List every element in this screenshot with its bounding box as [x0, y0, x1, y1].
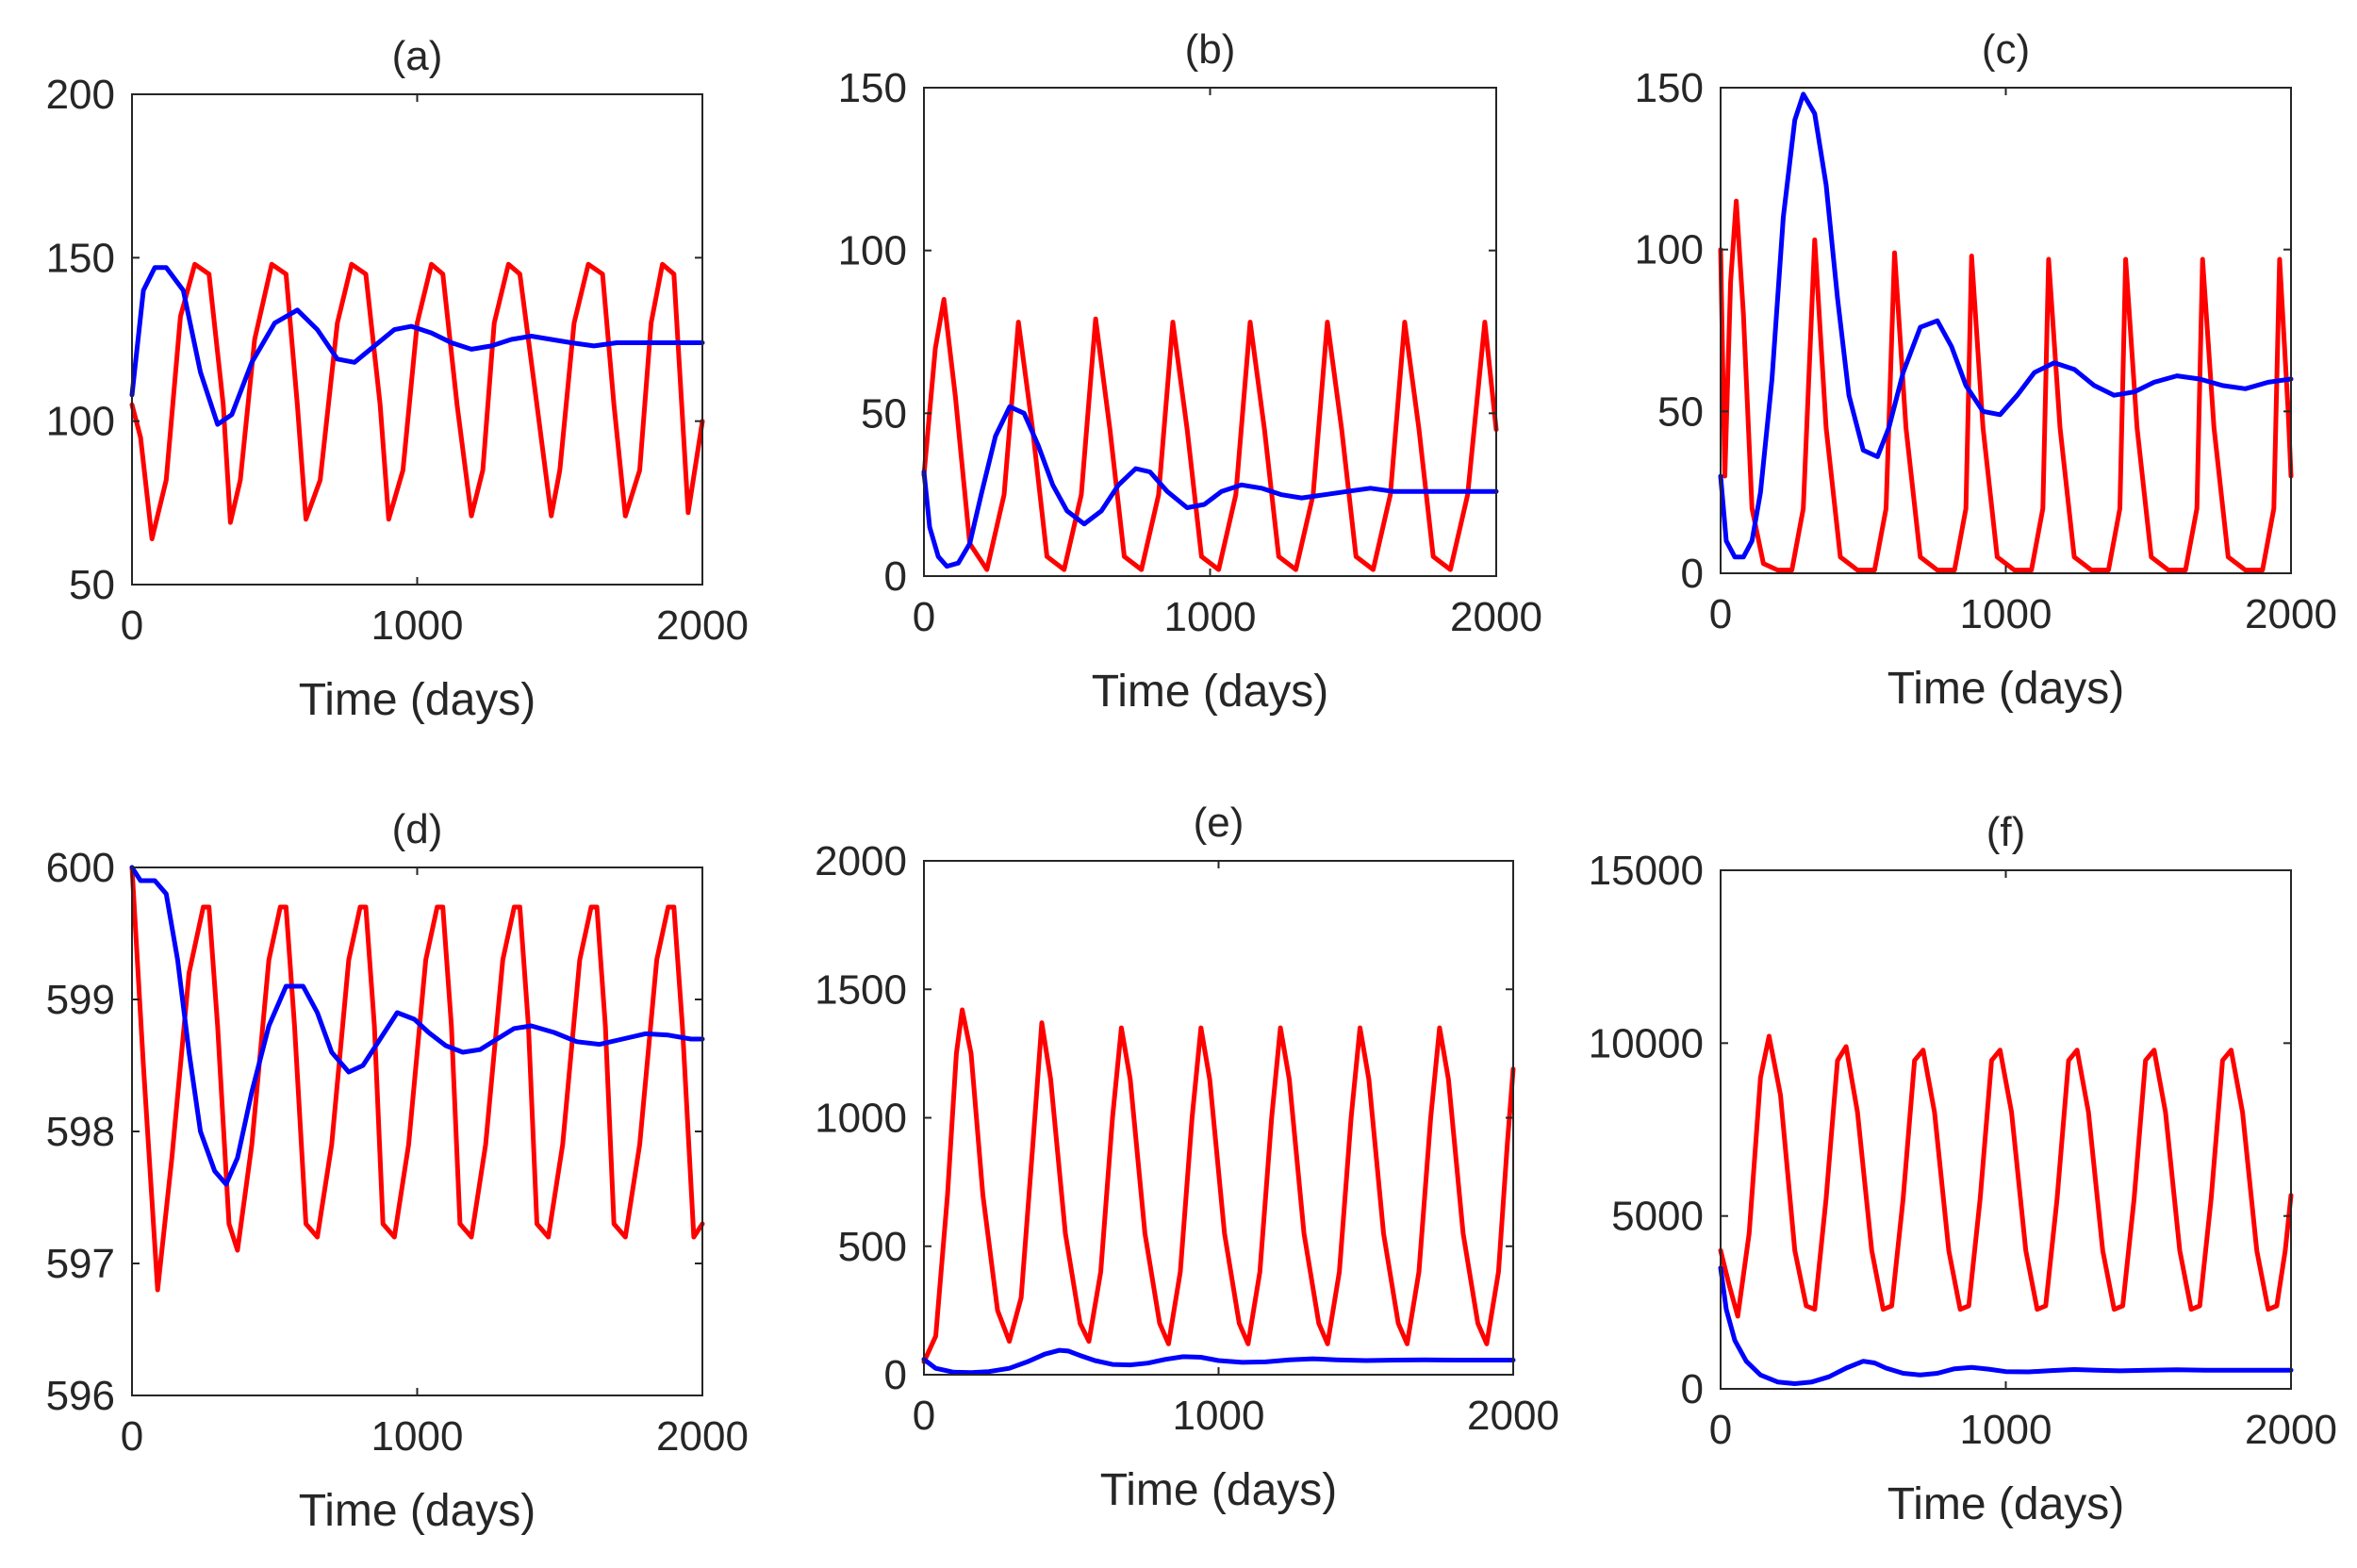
x-tick-label: 1000	[1164, 594, 1257, 640]
x-tick-label: 0	[121, 1413, 143, 1460]
x-axis-label-e: Time (days)	[1100, 1465, 1338, 1515]
series-red-line-b	[921, 297, 1499, 572]
x-tick-label: 1000	[371, 602, 464, 649]
y-tick-label: 596	[46, 1373, 115, 1419]
panel-title-d: (d)	[392, 806, 443, 852]
panel-title-b: (b)	[1185, 26, 1236, 73]
y-tick-label: 10000	[1589, 1020, 1704, 1066]
y-tick-label: 150	[838, 65, 907, 111]
y-tick-label: 0	[884, 1352, 907, 1398]
y-tick-label: 200	[46, 72, 115, 118]
panel-a: 0 1000 2000 50 100 150 200 (a) Time (days)	[46, 33, 749, 725]
series-blue-line-f	[1718, 1265, 2294, 1386]
y-tick-label: 100	[838, 228, 907, 274]
y-tick-label: 0	[884, 553, 907, 600]
x-tick-label: 0	[121, 602, 143, 649]
y-tick-label: 1000	[815, 1096, 907, 1142]
axes-box-f	[1720, 869, 2292, 1390]
x-axis-label-d: Time (days)	[299, 1486, 536, 1536]
panel-c: 0 1000 2000 0 50 100 150 (c) Time (days)	[1635, 26, 2337, 714]
x-tick-label: 1000	[1173, 1393, 1265, 1439]
x-tick-label: 2000	[1467, 1393, 1559, 1439]
series-blue-line-c	[1718, 91, 2294, 560]
axes-box-e	[923, 860, 1514, 1376]
x-axis-label-a: Time (days)	[299, 675, 536, 725]
x-tick-label: 0	[1709, 1407, 1732, 1453]
y-tick-label: 0	[1681, 551, 1704, 597]
panel-d: 0 1000 2000 596 597 598 599 600 (d) Time (days)	[46, 806, 749, 1536]
series-red-line-d	[129, 865, 705, 1293]
y-tick-label: 500	[838, 1224, 907, 1270]
y-tick-label: 50	[69, 562, 115, 608]
y-tick-label: 150	[46, 235, 115, 281]
y-tick-label: 1500	[815, 966, 907, 1013]
series-red-line-e	[921, 1007, 1516, 1364]
panel-b: 0 1000 2000 0 50 100 150 (b) Time (days)	[838, 26, 1542, 717]
panel-title-c: (c)	[1982, 26, 2030, 73]
y-tick-label: 599	[46, 977, 115, 1023]
series-blue-line-a	[129, 265, 705, 427]
y-tick-label: 598	[46, 1109, 115, 1155]
x-tick-label: 0	[913, 594, 935, 640]
y-tick-label: 2000	[815, 838, 907, 884]
series-blue-line-b	[921, 404, 1499, 569]
x-tick-label: 2000	[2245, 1407, 2337, 1453]
y-tick-label: 50	[1657, 388, 1704, 435]
y-tick-label: 600	[46, 845, 115, 891]
axes-box-d	[131, 867, 703, 1396]
x-axis-label-f: Time (days)	[1887, 1479, 2125, 1529]
x-axis-label-b: Time (days)	[1092, 667, 1329, 717]
x-tick-label: 0	[913, 1393, 935, 1439]
y-tick-label: 150	[1635, 65, 1704, 111]
panel-e: 0 1000 2000 0 500 1000 1500 2000 (e) Time (days)	[815, 800, 1559, 1515]
panel-title-a: (a)	[392, 33, 443, 79]
x-tick-label: 2000	[656, 602, 749, 649]
series-red-line-a	[129, 261, 705, 541]
y-tick-label: 15000	[1589, 848, 1704, 894]
y-tick-label: 100	[46, 399, 115, 445]
x-tick-label: 2000	[2245, 591, 2337, 637]
panel-title-e: (e)	[1194, 800, 1244, 846]
panel-title-f: (f)	[1986, 809, 2026, 855]
x-tick-label: 2000	[1450, 594, 1542, 640]
x-axis-label-c: Time (days)	[1887, 664, 2125, 714]
panel-f: 0 1000 2000 0 5000 10000 15000 (f) Time (days)	[1589, 809, 2337, 1529]
series-red-line-c	[1718, 198, 2294, 573]
x-tick-label: 0	[1709, 591, 1732, 637]
y-tick-label: 0	[1681, 1366, 1704, 1412]
series-blue-line-e	[921, 1347, 1516, 1376]
y-tick-label: 100	[1635, 227, 1704, 273]
x-tick-label: 1000	[1960, 591, 2052, 637]
y-tick-label: 50	[861, 390, 907, 437]
y-tick-label: 5000	[1611, 1194, 1704, 1240]
series-blue-line-d	[129, 865, 705, 1187]
series-red-line-f	[1718, 1033, 2294, 1319]
x-tick-label: 1000	[371, 1413, 464, 1460]
x-tick-label: 2000	[656, 1413, 749, 1460]
x-tick-label: 1000	[1960, 1407, 2052, 1453]
y-tick-label: 597	[46, 1241, 115, 1287]
